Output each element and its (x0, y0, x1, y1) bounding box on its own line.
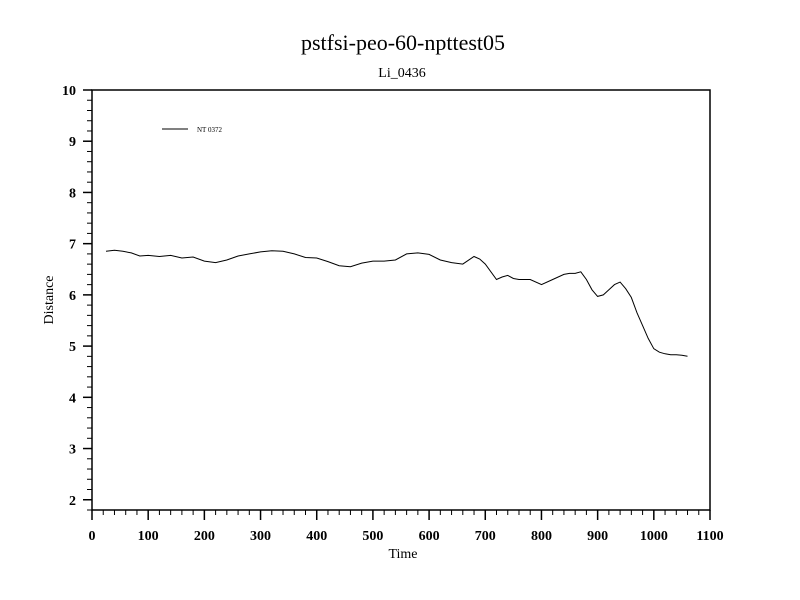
x-tick-label: 600 (419, 529, 440, 544)
series-layer (105, 249, 688, 357)
y-tick-label: 7 (69, 238, 76, 253)
x-tick-label: 800 (531, 529, 552, 544)
chart-title: pstfsi-peo-60-npttest05 (301, 30, 505, 55)
x-tick-label: 200 (194, 529, 215, 544)
x-tick-label: 700 (475, 529, 496, 544)
x-tick-label: 900 (587, 529, 608, 544)
legend: NT 0372 (162, 126, 222, 134)
y-axis-tick-labels: 2 3 4 5 6 7 8 9 10 (62, 84, 76, 509)
y-tick-label: 5 (69, 340, 76, 355)
x-tick-label: 1000 (640, 529, 668, 544)
x-tick-label: 100 (138, 529, 159, 544)
chart-subtitle: Li_0436 (378, 66, 425, 81)
y-tick-label: 9 (69, 135, 76, 150)
y-tick-label: 10 (62, 84, 76, 99)
x-tick-label: 0 (89, 529, 96, 544)
x-axis-ticks (91, 510, 711, 520)
y-tick-label: 6 (69, 289, 76, 304)
y-tick-label: 2 (69, 494, 76, 509)
x-tick-label: 300 (250, 529, 271, 544)
x-axis-label: Time (388, 547, 417, 562)
y-axis-ticks (83, 89, 92, 511)
x-tick-label: 400 (306, 529, 327, 544)
x-tick-label: 1100 (696, 529, 723, 544)
y-axis-label: Distance (42, 276, 57, 325)
plot-area-frame (91, 89, 711, 511)
x-axis-tick-labels: 0 100 200 300 400 500 600 700 800 900 1000 1100 (89, 529, 724, 544)
legend-label-nt-0372: NT 0372 (197, 126, 222, 134)
x-tick-label: 500 (362, 529, 383, 544)
y-tick-label: 8 (69, 186, 76, 201)
series-line-nt-0372 (105, 249, 688, 357)
y-tick-label: 4 (69, 391, 76, 406)
y-tick-label: 3 (69, 443, 76, 458)
